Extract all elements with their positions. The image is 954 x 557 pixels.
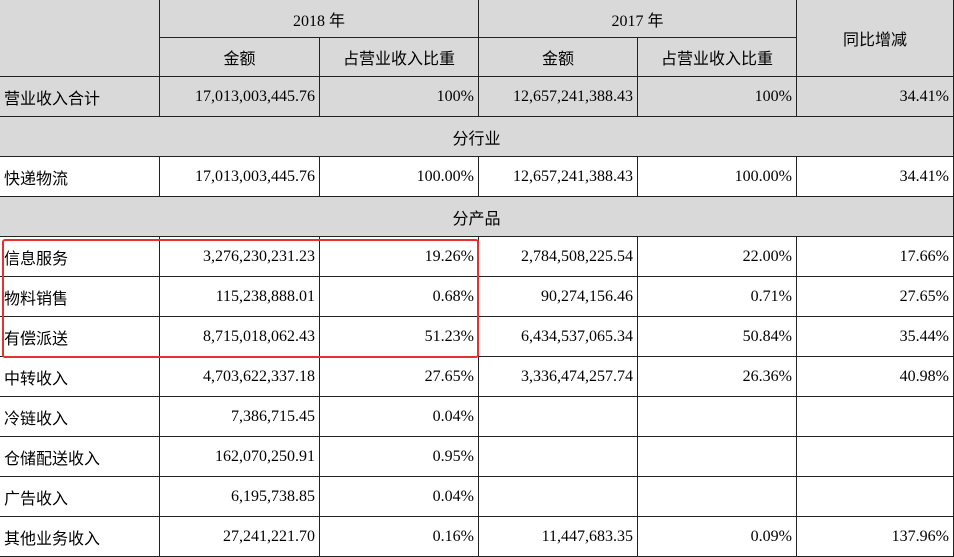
value-cell: 7,386,715.45 — [160, 397, 320, 437]
value-cell — [638, 397, 797, 437]
section-row: 分行业 — [0, 117, 954, 157]
value-cell: 17,013,003,445.76 — [160, 77, 320, 117]
value-cell: 0.04% — [320, 397, 479, 437]
value-cell: 137.96% — [797, 517, 954, 557]
value-cell: 34.41% — [797, 157, 954, 197]
row-label: 仓储配送收入 — [0, 437, 160, 477]
value-cell: 17,013,003,445.76 — [160, 157, 320, 197]
value-cell: 6,195,738.85 — [160, 477, 320, 517]
value-cell: 0.09% — [638, 517, 797, 557]
value-cell: 11,447,683.35 — [479, 517, 638, 557]
value-cell: 162,070,250.91 — [160, 437, 320, 477]
row-label: 中转收入 — [0, 357, 160, 397]
row-label: 冷链收入 — [0, 397, 160, 437]
value-cell: 50.84% — [638, 317, 797, 357]
column-header: 占营业收入比重 — [638, 38, 797, 77]
row-label: 物料销售 — [0, 277, 160, 317]
row-label: 广告收入 — [0, 477, 160, 517]
row-label: 其他业务收入 — [0, 517, 160, 557]
highlight-box — [2, 239, 479, 358]
column-header: 金额 — [160, 38, 320, 77]
value-cell: 35.44% — [797, 317, 954, 357]
value-cell: 100% — [638, 77, 797, 117]
value-cell: 12,657,241,388.43 — [479, 157, 638, 197]
value-cell: 22.00% — [638, 237, 797, 277]
value-cell: 2,784,508,225.54 — [479, 237, 638, 277]
year-header: 2017 年 — [479, 0, 797, 38]
value-cell: 3,276,230,231.23 — [160, 237, 320, 277]
value-cell: 40.98% — [797, 357, 954, 397]
value-cell: 27.65% — [320, 357, 479, 397]
value-cell: 17.66% — [797, 237, 954, 277]
value-cell: 26.36% — [638, 357, 797, 397]
value-cell: 27,241,221.70 — [160, 517, 320, 557]
value-cell: 0.04% — [320, 477, 479, 517]
value-cell — [479, 477, 638, 517]
value-cell — [479, 397, 638, 437]
value-cell: 90,274,156.46 — [479, 277, 638, 317]
corner-cell — [0, 0, 160, 77]
section-row: 分产品 — [0, 197, 954, 237]
value-cell: 34.41% — [797, 77, 954, 117]
value-cell — [638, 477, 797, 517]
value-cell: 12,657,241,388.43 — [479, 77, 638, 117]
value-cell: 100.00% — [320, 157, 479, 197]
value-cell: 100.00% — [638, 157, 797, 197]
value-cell — [479, 437, 638, 477]
value-cell — [638, 437, 797, 477]
value-cell: 0.16% — [320, 517, 479, 557]
value-cell — [797, 477, 954, 517]
value-cell — [797, 437, 954, 477]
value-cell: 115,238,888.01 — [160, 277, 320, 317]
yoy-header: 同比增减 — [797, 0, 954, 77]
value-cell: 6,434,537,065.34 — [479, 317, 638, 357]
value-cell: 27.65% — [797, 277, 954, 317]
value-cell: 100% — [320, 77, 479, 117]
value-cell: 3,336,474,257.74 — [479, 357, 638, 397]
column-header: 金额 — [479, 38, 638, 77]
row-label: 快递物流 — [0, 157, 160, 197]
column-header: 占营业收入比重 — [320, 38, 479, 77]
value-cell: 0.95% — [320, 437, 479, 477]
value-cell: 4,703,622,337.18 — [160, 357, 320, 397]
value-cell — [797, 397, 954, 437]
year-header: 2018 年 — [160, 0, 479, 38]
row-label: 信息服务 — [0, 237, 160, 277]
row-label: 营业收入合计 — [0, 77, 160, 117]
value-cell: 0.71% — [638, 277, 797, 317]
